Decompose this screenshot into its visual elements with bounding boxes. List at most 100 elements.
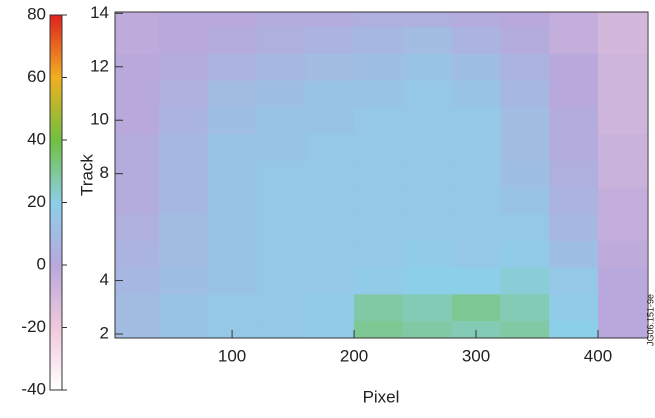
heatmap-cell xyxy=(402,26,453,54)
heatmap-cell xyxy=(451,26,501,54)
heatmap-cell xyxy=(451,213,501,241)
heatmap-cell xyxy=(451,240,501,268)
heatmap-cell xyxy=(305,240,355,268)
heatmap-cell xyxy=(402,293,453,322)
heatmap-cell xyxy=(549,26,599,54)
heatmap-cell xyxy=(597,293,648,322)
heatmap-cell xyxy=(305,293,355,322)
heatmap-cell xyxy=(207,240,257,268)
heatmap-cell xyxy=(500,53,550,81)
heatmap-cell xyxy=(354,80,404,108)
heatmap-cell xyxy=(354,267,404,295)
heatmap-cell xyxy=(451,293,501,322)
heatmap-cell xyxy=(158,240,209,268)
heatmap-cell xyxy=(115,213,160,241)
heatmap-cell xyxy=(549,320,599,338)
heatmap-cell xyxy=(549,80,599,108)
heatmap-cell xyxy=(354,320,404,338)
heatmap-cell xyxy=(500,80,550,108)
heatmap-cell xyxy=(597,160,648,188)
colorbar-tick-label: 20 xyxy=(27,192,46,211)
heatmap-cell xyxy=(354,213,404,241)
heatmap-cell xyxy=(451,160,501,188)
heatmap-cell xyxy=(305,213,355,241)
heatmap-cell xyxy=(115,12,160,28)
colorbar-tick-label: -40 xyxy=(21,379,46,398)
heatmap-cell xyxy=(451,53,501,81)
y-tick-label: 8 xyxy=(100,163,109,182)
heatmap-cell xyxy=(305,80,355,108)
heatmap-cell xyxy=(158,187,209,215)
heatmap-cell xyxy=(549,133,599,161)
heatmap-cell xyxy=(256,293,306,322)
heatmap-cell xyxy=(451,267,501,295)
heatmap-cell xyxy=(115,293,160,322)
heatmap-cell xyxy=(256,133,306,161)
colorbar-tick-label: 40 xyxy=(27,129,46,148)
heatmap-cell xyxy=(305,187,355,215)
heatmap-cell xyxy=(207,80,257,108)
heatmap-cell xyxy=(597,133,648,161)
heatmap-cell xyxy=(549,267,599,295)
heatmap-cell xyxy=(256,12,306,28)
heatmap-cell xyxy=(207,160,257,188)
heatmap-cell xyxy=(207,213,257,241)
heatmap-cell xyxy=(402,80,453,108)
heatmap-cell xyxy=(354,160,404,188)
colorbar xyxy=(49,14,63,391)
heatmap-cell xyxy=(597,267,648,295)
heatmap-cell xyxy=(500,187,550,215)
heatmap-cell xyxy=(305,106,355,135)
heatmap-cell xyxy=(451,187,501,215)
heatmap-cell xyxy=(549,213,599,241)
heatmap-cell xyxy=(500,293,550,322)
heatmap-cell xyxy=(158,26,209,54)
heatmap-cell xyxy=(500,213,550,241)
heatmap-cell xyxy=(158,12,209,28)
heatmap-cell xyxy=(158,293,209,322)
heatmap-cell xyxy=(158,320,209,338)
heatmap-cell xyxy=(500,26,550,54)
heatmap-cell xyxy=(549,160,599,188)
heatmap-cell xyxy=(597,106,648,135)
heatmap-cell xyxy=(115,187,160,215)
heatmap-cell xyxy=(115,320,160,338)
heatmap-cell xyxy=(207,267,257,295)
heatmap-cell xyxy=(158,213,209,241)
heatmap-cell xyxy=(256,240,306,268)
y-axis-label: Track xyxy=(77,154,96,196)
heatmap-cell xyxy=(256,187,306,215)
heatmap-cell xyxy=(500,267,550,295)
heatmap-cell xyxy=(597,213,648,241)
heatmap-cell xyxy=(549,187,599,215)
colorbar-tick-label: 0 xyxy=(37,254,46,273)
colorbar-tick-label: 60 xyxy=(27,67,46,86)
heatmap-cell xyxy=(597,80,648,108)
heatmap-cell xyxy=(256,53,306,81)
heatmap-cell xyxy=(500,160,550,188)
heatmap-cell xyxy=(207,106,257,135)
heatmap-cell xyxy=(451,80,501,108)
heatmap-cell xyxy=(256,160,306,188)
y-tick-label: 2 xyxy=(100,323,109,342)
colorbar-tick-label: -20 xyxy=(21,317,46,336)
heatmap-cell xyxy=(305,12,355,28)
heatmap-cell xyxy=(451,320,501,338)
heatmap-cell xyxy=(158,267,209,295)
heatmap-cell xyxy=(500,106,550,135)
heatmap-cell xyxy=(305,53,355,81)
heatmap-cell xyxy=(354,293,404,322)
heatmap-cell xyxy=(207,12,257,28)
heatmap-cell xyxy=(158,106,209,135)
heatmap-cell xyxy=(597,320,648,338)
heatmap-cell xyxy=(256,267,306,295)
heatmap-cell xyxy=(402,53,453,81)
heatmap-cell xyxy=(451,106,501,135)
heatmap-cell xyxy=(115,133,160,161)
heatmap-cell xyxy=(256,80,306,108)
heatmap-cell xyxy=(402,160,453,188)
heatmap-cell xyxy=(207,53,257,81)
heatmap-cell xyxy=(402,12,453,28)
heatmap-cell xyxy=(256,320,306,338)
